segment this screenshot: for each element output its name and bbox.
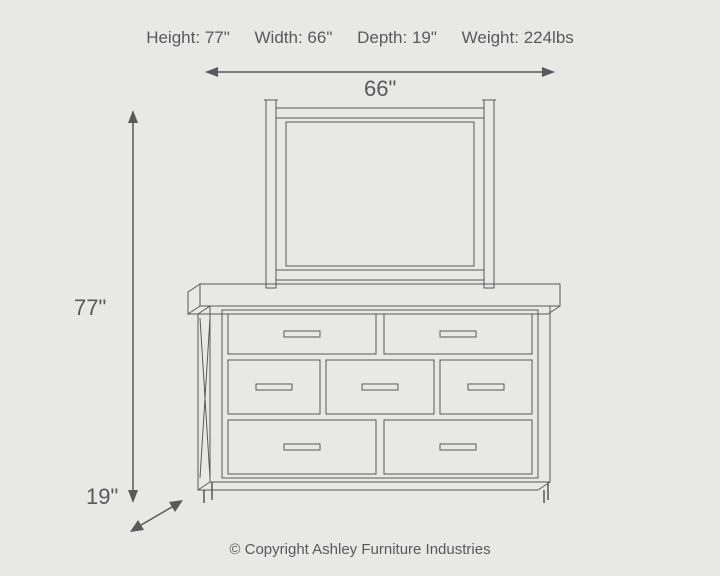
diagram-canvas xyxy=(0,0,720,576)
arrow-width xyxy=(205,67,555,77)
arrow-height xyxy=(128,110,138,503)
copyright-line: © Copyright Ashley Furniture Industries xyxy=(0,541,720,558)
legs xyxy=(204,482,548,503)
dresser-body xyxy=(198,306,550,490)
arrow-depth xyxy=(130,500,183,532)
drawer-row-1 xyxy=(228,314,532,354)
drawer-row-3 xyxy=(228,420,532,474)
drawer-row-2 xyxy=(228,360,532,414)
side-brace-left xyxy=(200,318,210,478)
mirror xyxy=(264,100,496,288)
